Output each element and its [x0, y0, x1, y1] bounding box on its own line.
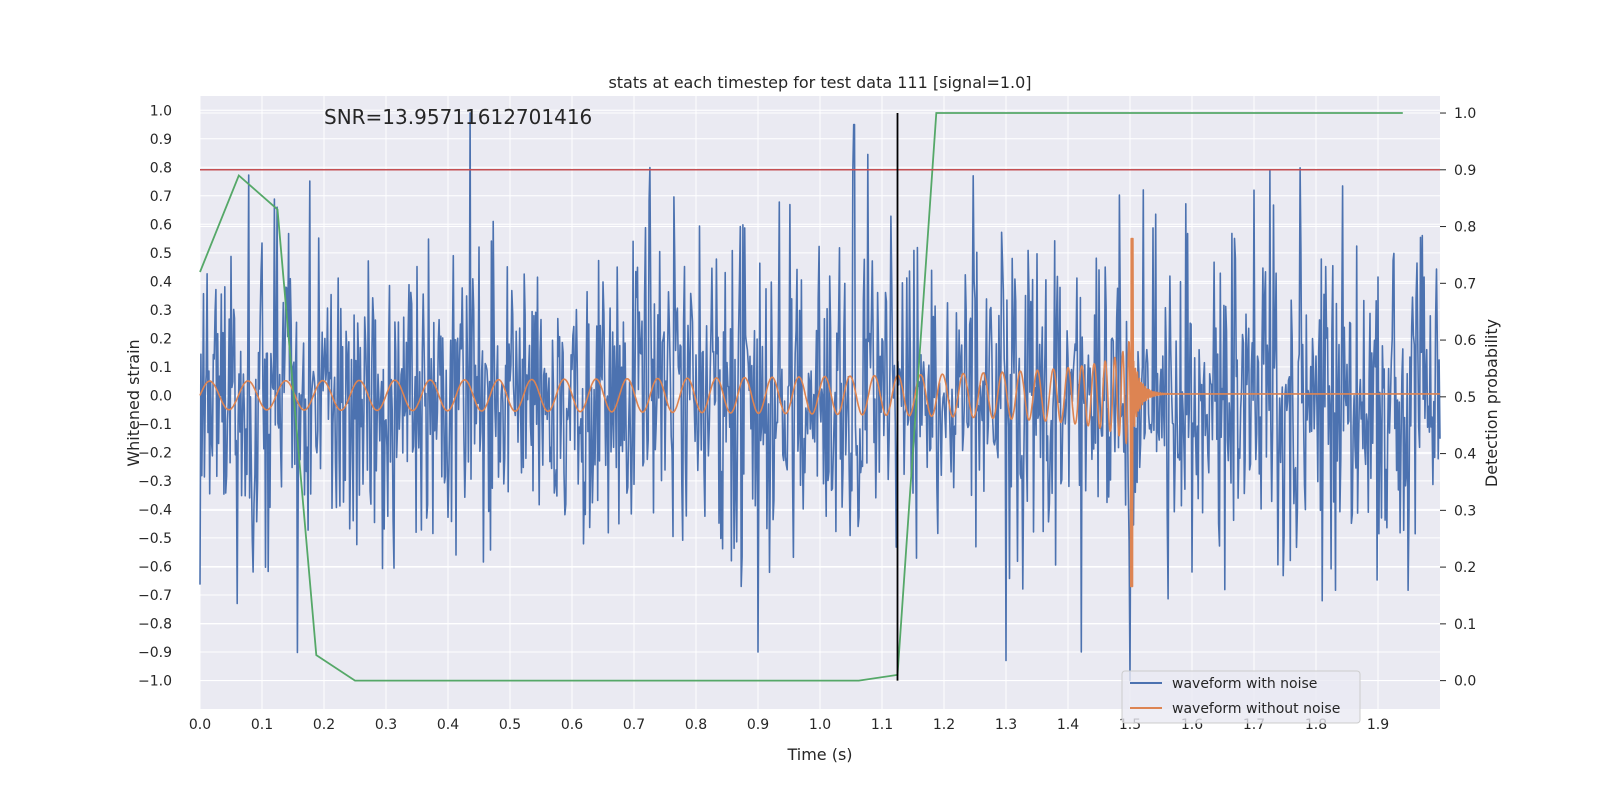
y-left-tick-label: 0.8 — [150, 160, 172, 176]
chart-title: stats at each timestep for test data 111… — [608, 73, 1031, 92]
x-tick-label: 0.7 — [623, 717, 645, 733]
snr-annotation: SNR=13.95711612701416 — [324, 105, 592, 129]
y-right-tick-label: 0.6 — [1454, 333, 1476, 349]
x-tick-label: 1.1 — [871, 717, 893, 733]
y-right-tick-label: 0.8 — [1454, 220, 1476, 236]
x-tick-label: 1.3 — [995, 717, 1017, 733]
y-left-tick-label: 0.3 — [150, 303, 172, 319]
y-right-tick-label: 0.9 — [1454, 163, 1476, 179]
y-right-tick-label: 0.5 — [1454, 390, 1476, 406]
y-left-tick-label: −0.8 — [138, 616, 172, 632]
y-left-tick-labels: 1.0 0.9 0.8 0.7 0.6 0.5 0.4 0.3 0.2 0.1 0.0 −0.1 −0.… — [138, 103, 172, 689]
y-left-tick-label: −0.7 — [138, 588, 172, 604]
waveform-with-noise-line — [199, 112, 1441, 682]
legend-label-waveform-without-noise: waveform without noise — [1172, 701, 1340, 717]
y-left-tick-label: 0.9 — [150, 132, 172, 148]
x-axis-label: Time (s) — [786, 745, 852, 764]
y-axis-label-left: Whitened strain — [124, 339, 143, 466]
x-tick-label: 0.5 — [499, 717, 521, 733]
y-left-tick-label: 0.0 — [150, 388, 172, 404]
y-left-tick-label: −0.9 — [138, 645, 172, 661]
y-left-tick-label: 0.7 — [150, 189, 172, 205]
y-right-tick-label: 0.3 — [1454, 503, 1476, 519]
x-tick-label: 0.8 — [685, 717, 707, 733]
x-tick-label: 0.2 — [313, 717, 335, 733]
x-tick-label: 1.2 — [933, 717, 955, 733]
y-right-tick-label: 1.0 — [1454, 106, 1476, 122]
y-left-tick-label: 0.1 — [150, 360, 172, 376]
y-left-tick-label: −1.0 — [138, 673, 172, 689]
y-left-tick-label: −0.1 — [138, 417, 172, 433]
x-tick-label: 0.1 — [251, 717, 273, 733]
y-right-tick-labels: 1.0 0.9 0.8 0.7 0.6 0.5 0.4 0.3 0.2 0.1 0.0 — [1440, 106, 1476, 690]
y-left-tick-label: −0.5 — [138, 531, 172, 547]
x-tick-label: 1.0 — [809, 717, 831, 733]
x-tick-label: 0.6 — [561, 717, 583, 733]
legend-label-waveform-with-noise: waveform with noise — [1172, 676, 1317, 692]
reference-lines — [200, 113, 1440, 681]
x-tick-label: 0.3 — [375, 717, 397, 733]
x-tick-label: 0.9 — [747, 717, 769, 733]
legend-box — [1121, 670, 1361, 724]
series-waveform-without-noise — [199, 237, 1441, 588]
y-right-tick-label: 0.1 — [1454, 617, 1476, 633]
y-left-tick-label: −0.6 — [138, 559, 172, 575]
y-right-tick-label: 0.2 — [1454, 560, 1476, 576]
y-left-tick-label: 0.5 — [150, 246, 172, 262]
series-detection-probability — [199, 112, 1403, 682]
y-left-tick-label: 0.6 — [150, 217, 172, 233]
y-right-tick-label: 0.7 — [1454, 276, 1476, 292]
y-left-tick-label: 0.2 — [150, 331, 172, 347]
y-left-tick-label: −0.2 — [138, 445, 172, 461]
series-waveform-with-noise — [199, 112, 1441, 682]
y-right-tick-label: 0.0 — [1454, 674, 1476, 690]
y-left-tick-label: −0.4 — [138, 502, 172, 518]
legend: waveform with noise waveform without noi… — [1121, 670, 1361, 724]
y-axis-label-right: Detection probability — [1482, 319, 1501, 487]
x-tick-label: 0.0 — [189, 717, 211, 733]
x-tick-label: 0.4 — [437, 717, 459, 733]
detection-probability-line — [199, 112, 1403, 682]
waveform-without-noise-line — [199, 237, 1441, 588]
y-left-tick-label: 1.0 — [150, 103, 172, 119]
x-tick-label: 1.4 — [1057, 717, 1079, 733]
y-left-tick-label: −0.3 — [138, 474, 172, 490]
y-left-tick-label: 0.4 — [150, 274, 172, 290]
y-right-tick-label: 0.4 — [1454, 447, 1476, 463]
x-tick-label: 1.9 — [1367, 717, 1389, 733]
